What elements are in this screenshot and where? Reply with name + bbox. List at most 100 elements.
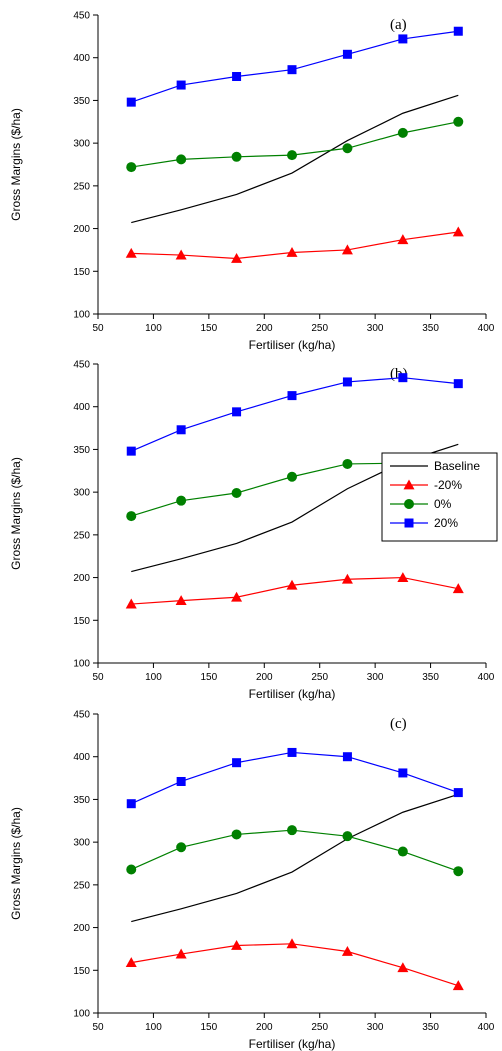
data-point [126, 97, 136, 107]
data-point [126, 799, 136, 809]
data-point [398, 373, 408, 383]
y-tick-label: 300 [73, 488, 90, 499]
y-tick-label: 400 [73, 402, 90, 413]
data-point [398, 768, 408, 778]
data-point [232, 407, 242, 417]
x-tick-label: 250 [311, 323, 328, 334]
x-tick-label: 100 [145, 323, 162, 334]
data-point [287, 825, 297, 836]
x-tick-label: 50 [92, 672, 104, 683]
y-tick-label: 250 [73, 880, 90, 891]
data-point [452, 980, 464, 991]
y-tick-label: 150 [73, 267, 90, 278]
data-point [287, 65, 297, 75]
x-axis-label: Fertiliser (kg/ha) [249, 687, 336, 701]
legend-entry: 20% [434, 516, 458, 530]
data-point [231, 829, 242, 840]
y-tick-label: 300 [73, 838, 90, 849]
data-point [341, 573, 353, 584]
x-tick-label: 200 [256, 1022, 273, 1033]
data-point [342, 49, 352, 59]
legend-marker [404, 499, 414, 509]
y-tick-label: 350 [73, 96, 90, 107]
legend-marker [404, 518, 414, 528]
y-tick-label: 200 [73, 573, 90, 584]
data-point [232, 758, 242, 768]
data-point [175, 595, 187, 606]
data-point [453, 116, 464, 127]
data-point [286, 938, 298, 949]
data-point [125, 247, 137, 258]
data-point [342, 752, 352, 762]
data-point [342, 377, 352, 387]
y-tick-label: 350 [73, 445, 90, 456]
x-tick-label: 300 [367, 323, 384, 334]
data-point [453, 379, 463, 389]
data-point [232, 72, 242, 82]
data-point [453, 866, 464, 877]
data-point [126, 864, 137, 875]
x-axis-label: Fertiliser (kg/ha) [249, 1037, 336, 1051]
y-tick-label: 100 [73, 659, 90, 670]
panel-label: (a) [390, 17, 407, 33]
legend-entry: -20% [434, 478, 462, 492]
data-point [175, 249, 187, 260]
data-point [453, 26, 463, 36]
x-tick-label: 400 [478, 672, 495, 683]
x-tick-label: 400 [478, 323, 495, 334]
y-tick-label: 200 [73, 923, 90, 934]
series-plus-20 [126, 373, 463, 456]
data-point [126, 162, 137, 173]
data-point [231, 252, 243, 263]
x-tick-label: 150 [201, 323, 218, 334]
data-point [287, 391, 297, 401]
data-point [176, 495, 187, 506]
data-point [452, 583, 464, 594]
x-tick-label: 50 [92, 323, 104, 334]
series-0 [126, 825, 464, 877]
data-point [398, 34, 408, 44]
data-point [126, 511, 137, 522]
data-point [176, 80, 186, 90]
data-point [176, 842, 187, 853]
data-point [342, 458, 353, 469]
y-tick-label: 450 [73, 360, 90, 371]
series-plus-20 [126, 26, 463, 107]
x-tick-label: 300 [367, 672, 384, 683]
data-point [341, 945, 353, 956]
x-tick-label: 200 [256, 672, 273, 683]
data-point [342, 831, 353, 842]
y-tick-label: 300 [73, 139, 90, 150]
data-point [175, 948, 187, 959]
x-tick-label: 250 [311, 672, 328, 683]
data-point [397, 572, 409, 582]
series-minus-20 [125, 938, 464, 991]
legend: Baseline -20% 0% 20% [381, 452, 498, 542]
data-point [126, 446, 136, 456]
x-tick-label: 300 [367, 1022, 384, 1033]
data-point [287, 747, 297, 757]
x-tick-label: 350 [422, 672, 439, 683]
data-point [231, 487, 242, 498]
data-point [176, 425, 186, 435]
data-point [452, 226, 464, 237]
data-point [286, 579, 298, 590]
legend-marker [403, 479, 415, 490]
legend-entry: Baseline [434, 459, 480, 473]
data-point [397, 234, 409, 245]
x-tick-label: 100 [145, 672, 162, 683]
x-tick-label: 350 [422, 1022, 439, 1033]
data-point [176, 776, 186, 786]
y-tick-label: 450 [73, 11, 90, 22]
x-axis-label: Fertiliser (kg/ha) [249, 338, 336, 352]
panel-label: (c) [390, 716, 407, 732]
series-0 [126, 116, 464, 173]
y-tick-label: 400 [73, 53, 90, 64]
data-point [231, 591, 243, 602]
y-tick-label: 250 [73, 530, 90, 541]
data-point [231, 940, 243, 950]
series-line [131, 377, 459, 452]
y-axis-label: Gross Margins ($/ha) [9, 108, 23, 221]
y-tick-label: 400 [73, 752, 90, 763]
